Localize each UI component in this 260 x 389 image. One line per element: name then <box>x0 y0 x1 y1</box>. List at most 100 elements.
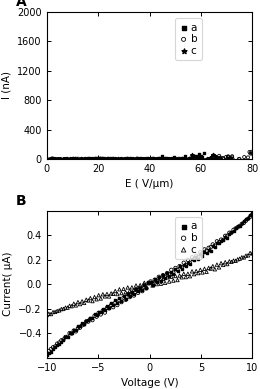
b <box>111 304 115 310</box>
c <box>136 286 140 293</box>
b <box>222 156 226 162</box>
a <box>67 156 71 162</box>
a <box>202 149 206 156</box>
a <box>49 156 53 162</box>
b <box>135 156 139 162</box>
b <box>255 149 259 155</box>
c <box>82 156 86 162</box>
a <box>57 156 61 162</box>
a <box>86 317 90 323</box>
b <box>169 267 173 273</box>
Point <box>242 218 246 224</box>
c <box>206 265 211 271</box>
c <box>213 156 218 162</box>
b <box>72 156 76 162</box>
Point <box>217 239 221 245</box>
c <box>61 306 66 312</box>
a <box>79 156 83 162</box>
a <box>83 156 87 162</box>
Point <box>80 322 84 328</box>
a <box>79 156 83 162</box>
a <box>108 156 112 162</box>
Point <box>76 299 80 305</box>
c <box>169 273 173 280</box>
a <box>94 155 99 161</box>
b <box>124 297 128 303</box>
a <box>103 156 107 162</box>
b <box>64 156 68 162</box>
Point <box>59 306 63 312</box>
c <box>136 156 140 162</box>
a <box>47 156 51 162</box>
Point <box>134 286 138 293</box>
c <box>143 156 147 162</box>
c <box>74 302 78 308</box>
Point <box>146 279 151 286</box>
b <box>227 155 231 161</box>
a <box>62 156 66 162</box>
b <box>226 154 230 160</box>
c <box>119 156 124 162</box>
c <box>157 277 161 284</box>
c <box>128 156 132 162</box>
a <box>78 156 82 162</box>
b <box>135 156 140 162</box>
b <box>58 156 62 162</box>
b <box>126 156 130 162</box>
b <box>96 156 100 162</box>
c <box>83 156 87 162</box>
b <box>221 155 225 161</box>
Point <box>192 256 196 262</box>
Point <box>105 305 109 311</box>
Point <box>246 215 250 221</box>
a <box>194 254 198 260</box>
Text: A: A <box>16 0 27 9</box>
Point <box>72 328 76 334</box>
c <box>129 156 133 162</box>
c <box>99 156 103 162</box>
a <box>103 156 107 162</box>
b <box>255 151 259 157</box>
c <box>197 156 201 162</box>
a <box>50 156 54 162</box>
b <box>249 149 254 155</box>
a <box>200 154 204 160</box>
a <box>144 156 148 162</box>
b <box>186 257 190 263</box>
b <box>49 346 53 352</box>
a <box>194 153 198 159</box>
a <box>148 279 153 285</box>
Point <box>200 250 204 256</box>
a <box>103 156 107 162</box>
c <box>94 156 99 162</box>
a <box>182 261 186 268</box>
c <box>90 156 94 162</box>
b <box>252 151 256 158</box>
Point <box>105 303 109 309</box>
c <box>91 156 95 162</box>
a <box>114 156 119 162</box>
Point <box>109 302 113 308</box>
a <box>84 156 88 162</box>
b <box>253 151 257 157</box>
c <box>73 156 77 162</box>
a <box>67 156 71 162</box>
c <box>93 156 97 162</box>
b <box>53 343 57 350</box>
c <box>90 156 94 162</box>
b <box>99 311 103 317</box>
a <box>129 156 133 162</box>
a <box>182 156 186 162</box>
b <box>170 156 174 162</box>
b <box>227 230 231 236</box>
a <box>61 156 65 162</box>
c <box>103 293 107 300</box>
Point <box>184 263 188 269</box>
Point <box>88 314 93 321</box>
Point <box>209 247 213 254</box>
c <box>45 312 49 318</box>
a <box>64 156 68 162</box>
Point <box>51 346 55 352</box>
c <box>244 252 248 259</box>
Point <box>142 282 146 288</box>
